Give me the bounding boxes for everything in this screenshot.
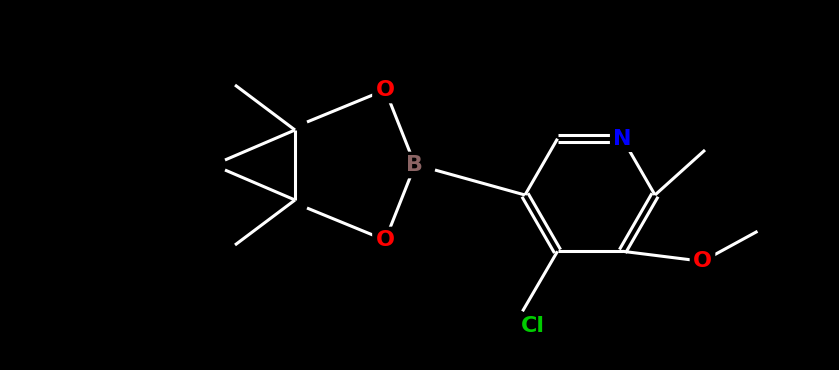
Text: O: O: [376, 230, 394, 250]
Text: N: N: [613, 129, 632, 149]
Text: Cl: Cl: [520, 316, 545, 336]
Text: O: O: [376, 80, 394, 100]
Text: B: B: [407, 155, 424, 175]
Text: O: O: [693, 251, 712, 271]
